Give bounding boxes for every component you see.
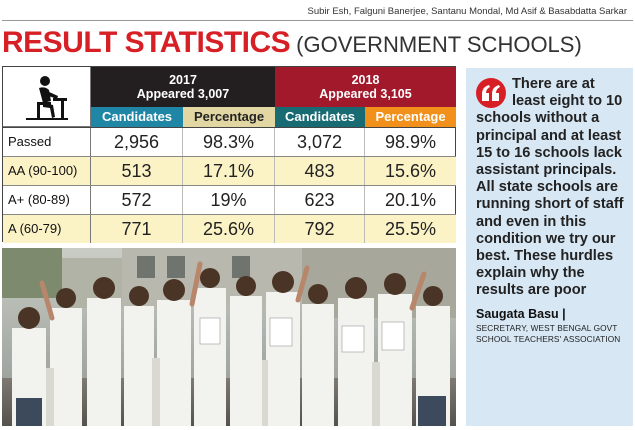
cell-percentage-2017: 98.3% bbox=[183, 128, 275, 156]
row-label: Passed bbox=[3, 128, 91, 156]
cell-candidates-2017: 771 bbox=[91, 215, 183, 243]
col-percentage-2017: Percentage bbox=[183, 107, 275, 127]
col-candidates-2017: Candidates bbox=[91, 107, 183, 127]
row-label: A (60-79) bbox=[3, 215, 91, 243]
year-2018-header: 2018 Appeared 3,105 bbox=[275, 67, 456, 107]
cell-percentage-2017: 25.6% bbox=[183, 215, 275, 243]
row-label: A+ (80-89) bbox=[3, 186, 91, 214]
year-2017-label: 2017 bbox=[169, 73, 197, 87]
cell-candidates-2018: 623 bbox=[275, 186, 365, 214]
quote-mark-icon bbox=[476, 78, 506, 108]
cell-percentage-2018: 25.5% bbox=[365, 215, 456, 243]
top-rule bbox=[2, 20, 633, 21]
quote-panel: There are at least eight to 10 schools w… bbox=[466, 68, 633, 426]
table-row-passed: Passed 2,956 98.3% 3,072 98.9% bbox=[3, 127, 456, 156]
cell-candidates-2018: 3,072 bbox=[275, 128, 365, 156]
cell-candidates-2018: 483 bbox=[275, 157, 365, 185]
quote-author-name: Saugata Basu | bbox=[476, 306, 566, 321]
cell-candidates-2017: 2,956 bbox=[91, 128, 183, 156]
cell-candidates-2018: 792 bbox=[275, 215, 365, 243]
table-row-a-plus: A+ (80-89) 572 19% 623 20.1% bbox=[3, 185, 456, 214]
table-row-a: A (60-79) 771 25.6% 792 25.5% bbox=[3, 214, 456, 243]
student-at-desk-icon bbox=[3, 67, 91, 127]
col-percentage-2018: Percentage bbox=[365, 107, 456, 127]
cell-percentage-2018: 20.1% bbox=[384, 190, 437, 210]
cell-candidates-2017: 513 bbox=[91, 157, 183, 185]
byline: Subir Esh, Falguni Banerjee, Santanu Mon… bbox=[307, 6, 628, 17]
year-2018-label: 2018 bbox=[351, 73, 380, 87]
year-2018-appeared: Appeared 3,105 bbox=[319, 87, 412, 101]
quote-author-title: SECRETARY, WEST BENGAL GOVT SCHOOL TEACH… bbox=[476, 322, 621, 344]
quote-text: There are at least eight to 10 schools w… bbox=[476, 76, 624, 299]
year-2017-appeared: Appeared 3,007 bbox=[136, 87, 230, 101]
headline: RESULT STATISTICS (GOVERNMENT SCHOOLS) bbox=[2, 26, 582, 60]
col-candidates-2018: Candidates bbox=[275, 107, 365, 127]
result-table: 2017 Appeared 3,007 2018 Appeared 3,105 … bbox=[2, 66, 456, 243]
cell-percentage-2017: 17.1% bbox=[183, 157, 275, 185]
headline-sub: (GOVERNMENT SCHOOLS) bbox=[296, 32, 582, 57]
cell-candidates-2017: 572 bbox=[91, 186, 183, 214]
headline-main: RESULT STATISTICS bbox=[2, 26, 291, 59]
cell-percentage-2018: 15.6% bbox=[365, 157, 456, 185]
table-row-aa: AA (90-100) 513 17.1% 483 15.6% bbox=[3, 156, 456, 185]
year-2017-header: 2017 Appeared 3,007 bbox=[91, 67, 275, 107]
cell-percentage-2017: 19% bbox=[183, 186, 275, 214]
row-label: AA (90-100) bbox=[3, 157, 91, 185]
cell-percentage-2018: 98.9% bbox=[384, 132, 437, 152]
students-celebrating-photo bbox=[2, 248, 456, 426]
